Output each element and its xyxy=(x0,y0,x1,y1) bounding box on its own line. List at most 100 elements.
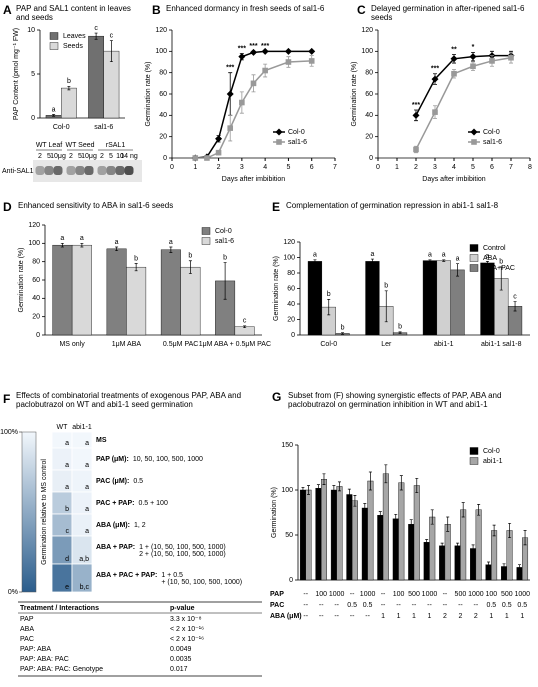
error-bar xyxy=(301,486,305,494)
series-line xyxy=(415,54,511,116)
bar xyxy=(52,244,73,336)
group-label: WT Leaf xyxy=(36,142,62,149)
significance-letter: b xyxy=(384,283,388,290)
x-tick-label: 1μM ABA xyxy=(112,341,142,348)
x-tick-label: Col-0 xyxy=(53,124,70,131)
blot-band xyxy=(124,166,134,175)
significance-letter: b xyxy=(398,324,402,331)
bar xyxy=(71,244,92,336)
x-tick-label: abi1-1 xyxy=(434,341,454,348)
error-bar xyxy=(384,464,388,484)
cell-letter: c xyxy=(66,528,70,535)
treatment-value: 500 xyxy=(501,591,513,598)
cell-letter: b xyxy=(65,506,69,513)
significance: ** xyxy=(451,46,457,53)
treatment-value: 1 xyxy=(397,613,401,620)
group-label: WT Seed xyxy=(65,142,94,149)
marker xyxy=(192,155,199,161)
error-bar xyxy=(341,332,345,335)
x-axis-label: Days after imbibition xyxy=(222,176,286,183)
y-tick-label: 20 xyxy=(365,134,373,141)
heatmap-cell xyxy=(71,469,93,493)
antibody-label: Anti-SAL1 xyxy=(2,168,34,175)
treatment-value: 1000 xyxy=(329,591,345,598)
x-tick-label: 5 xyxy=(286,164,290,171)
y-axis-label: Germination rate (%) xyxy=(18,248,25,313)
x-tick-label: Ler xyxy=(381,341,392,348)
treatment-value: -- xyxy=(458,602,463,609)
x-tick-label: 3 xyxy=(240,164,244,171)
colorbar-tick-label: 0% xyxy=(8,589,18,596)
treatment-value: -- xyxy=(474,602,479,609)
y-tick-label: 20 xyxy=(32,314,40,321)
table-cell: PAP xyxy=(20,616,34,623)
error-bar xyxy=(502,563,506,570)
treatment-value: -- xyxy=(319,602,324,609)
error-bar xyxy=(492,524,496,537)
x-tick-label: 7 xyxy=(333,164,337,171)
significance-letter: a xyxy=(60,235,64,242)
marker xyxy=(308,58,315,64)
y-tick-label: 80 xyxy=(159,70,167,77)
heatmap-cell xyxy=(51,469,73,493)
bar xyxy=(444,524,451,581)
y-tick-label: 100 xyxy=(28,240,40,247)
table-cell: PAP: ABA: PAC xyxy=(20,656,69,663)
bar xyxy=(367,480,374,581)
x-tick-label: 0 xyxy=(170,164,174,171)
significance-letter: c xyxy=(513,294,517,301)
y-tick-label: 100 xyxy=(281,487,293,494)
legend-swatch xyxy=(469,244,479,252)
y-tick-label: 40 xyxy=(287,301,295,308)
y-tick-label: 80 xyxy=(287,270,295,277)
marker xyxy=(451,70,457,77)
bar xyxy=(436,260,451,336)
marker xyxy=(413,146,419,153)
heatmap-cell xyxy=(51,447,73,471)
cell-letter: a xyxy=(85,484,89,491)
blot-band xyxy=(44,166,54,175)
error-bar xyxy=(384,290,388,323)
y-tick-label: 100 xyxy=(283,254,295,261)
bar xyxy=(454,545,461,581)
heatmap-cell xyxy=(51,513,73,537)
legend-swatch xyxy=(49,32,59,40)
marker xyxy=(250,48,257,56)
marker xyxy=(262,67,268,74)
significance-letter: c xyxy=(243,318,247,325)
x-tick-label: 1 xyxy=(395,164,399,171)
bar xyxy=(450,269,465,336)
y-tick-label: 0 xyxy=(163,155,167,162)
panel-letter: F xyxy=(3,392,11,406)
legend-label: Col-0 xyxy=(483,129,500,136)
treatment-value: -- xyxy=(303,591,308,598)
legend-label: ABA+PAC xyxy=(483,265,515,272)
significance-letter: b xyxy=(134,255,138,262)
legend-label: sal1-6 xyxy=(288,139,307,146)
bar xyxy=(106,248,127,336)
error-bar xyxy=(80,242,84,248)
cell-letter: a,b xyxy=(79,556,89,563)
treatment-value: 100 xyxy=(485,591,497,598)
error-bar xyxy=(322,473,326,485)
heatmap-cell xyxy=(71,563,93,593)
marker xyxy=(261,47,269,55)
treatment-value: 2 xyxy=(474,613,478,620)
bar xyxy=(321,479,327,581)
x-tick-label: 7 xyxy=(509,164,513,171)
y-tick-label: 10 xyxy=(27,27,35,34)
cell-letter: a xyxy=(85,528,89,535)
dose-label: 2 + (10, 50, 100, 500, 1000) xyxy=(139,551,226,558)
error-bar xyxy=(109,40,113,63)
legend-swatch xyxy=(469,447,479,455)
blot-band xyxy=(106,166,116,175)
error-bar xyxy=(456,542,460,549)
treatment-value: 0.5 xyxy=(486,602,496,609)
error-bar xyxy=(428,259,432,262)
treatment-label: PAC xyxy=(270,602,284,609)
lane-label: 2 xyxy=(100,153,104,160)
bar xyxy=(392,518,399,581)
bar xyxy=(377,515,384,581)
table-cell: 0.017 xyxy=(170,666,188,673)
